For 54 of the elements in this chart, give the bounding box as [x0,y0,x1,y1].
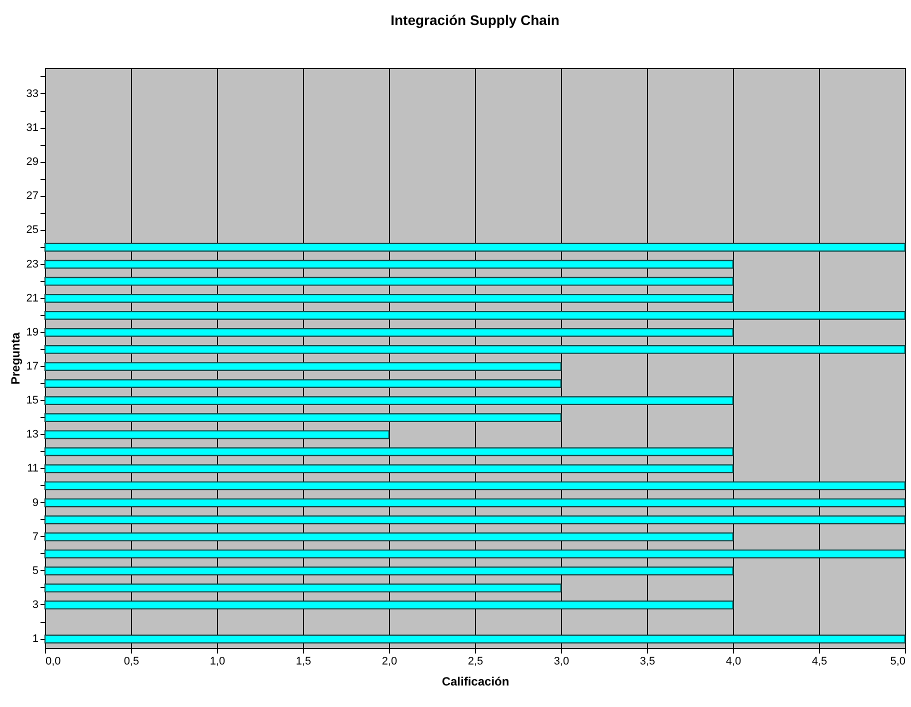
bar [44,260,734,269]
y-tick-label: 15 [26,394,38,407]
y-tick-label: 7 [32,530,38,543]
bar [44,464,734,474]
y-tick-label: 25 [26,224,38,236]
bar [44,600,734,610]
bar [44,294,734,303]
x-tick-label: 0,5 [124,656,140,668]
y-tick-label: 33 [26,88,38,100]
x-tick-label: 2,0 [382,656,398,668]
bar [44,498,906,508]
bar [44,345,906,354]
x-tick-label: 2,5 [468,656,484,668]
y-tick-label: 21 [26,292,38,304]
y-tick-label: 11 [27,462,38,475]
bar [44,634,906,644]
bar [44,430,390,440]
y-tick-label: 3 [32,598,38,611]
bar [44,379,562,388]
bar [44,515,906,524]
y-tick-label: 27 [26,190,38,202]
y-tick-label: 9 [32,496,38,509]
x-tick-label: 0,0 [46,656,61,668]
bar [44,276,734,286]
bar [44,396,734,406]
y-tick-label: 1 [32,633,38,646]
chart-title: Integración Supply Chain [390,12,560,28]
y-tick-label: 17 [26,360,38,373]
y-tick-label: 5 [32,564,38,577]
bar [44,532,734,542]
bar [44,328,734,337]
y-tick-label: 31 [26,122,38,134]
y-tick-label: 19 [26,326,38,338]
x-tick-label: 4,0 [726,656,742,668]
x-tick-label: 3,5 [640,656,656,668]
bar [44,310,906,320]
y-tick-label: 29 [26,156,38,168]
x-tick-label: 1,5 [296,656,312,668]
x-tick-label: 3,0 [554,656,570,668]
bar [44,481,906,490]
bar [44,566,734,576]
bar [44,549,906,558]
y-tick-label: 23 [26,258,38,270]
y-axis-title: Pregunta [8,332,22,385]
bar [44,584,562,592]
x-tick-label: 4,5 [812,656,828,668]
x-tick-label: 5,0 [890,656,906,668]
bar [44,413,562,422]
x-axis-title: Calificación [442,674,510,688]
bar [44,447,734,456]
bar [44,362,562,371]
x-tick-label: 1,0 [210,656,226,668]
bar [44,242,906,252]
y-tick-label: 13 [26,428,38,441]
